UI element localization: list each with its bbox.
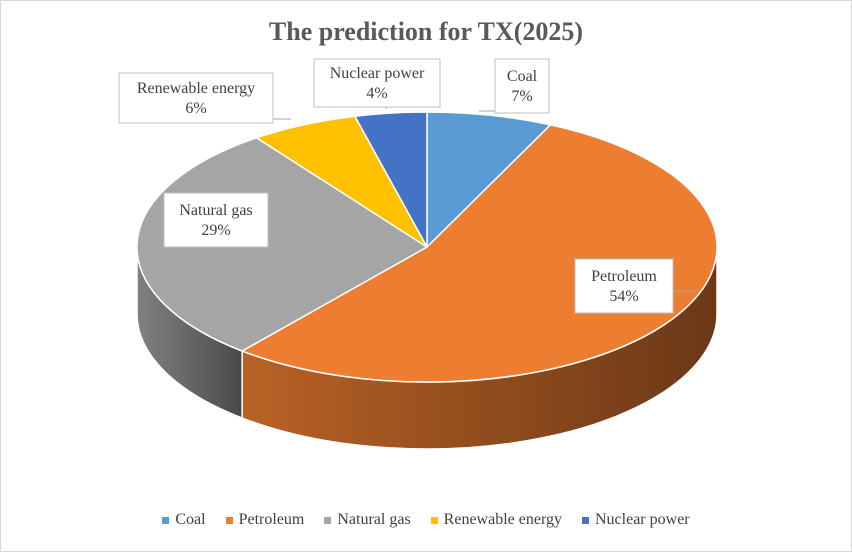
legend-item-natural-gas: Natural gas bbox=[324, 511, 411, 529]
pie-slice-coal[interactable] bbox=[426, 111, 552, 249]
pie-chart: Coal 7% Petroleum 54% Natural gas 29% Renewabl… bbox=[118, 58, 718, 450]
data-label-box-coal bbox=[494, 58, 550, 114]
pie-slices bbox=[136, 111, 718, 383]
data-label-value-renewable-energy: 6% bbox=[185, 100, 206, 117]
data-label-category-renewable-energy: Renewable energy bbox=[137, 80, 255, 97]
legend-item-renewable-energy: Renewable energy bbox=[430, 511, 562, 529]
legend-item-nuclear-power: Nuclear power bbox=[582, 511, 690, 529]
data-labels: Coal 7% Petroleum 54% Natural gas 29% Renewabl… bbox=[118, 58, 698, 314]
legend-item-petroleum: Petroleum bbox=[225, 511, 305, 529]
legend-label-natural-gas: Natural gas bbox=[337, 511, 411, 528]
pie-slice-petroleum[interactable] bbox=[240, 124, 718, 383]
data-label-category-petroleum: Petroleum bbox=[591, 268, 657, 285]
data-label-category-coal: Coal bbox=[507, 68, 538, 85]
chart-title: The prediction for TX(2025) bbox=[268, 17, 584, 46]
data-label-box-petroleum bbox=[574, 258, 674, 314]
legend-item-coal: Coal bbox=[162, 511, 206, 529]
pie-slice-natural-gas[interactable] bbox=[136, 136, 429, 352]
legend-label-renewable-energy: Renewable energy bbox=[443, 511, 562, 528]
data-label-category-natural-gas: Natural gas bbox=[179, 202, 252, 219]
legend-swatch-coal bbox=[162, 516, 170, 524]
data-label-value-nuclear-power: 4% bbox=[366, 85, 387, 102]
data-label-value-petroleum: 54% bbox=[609, 288, 638, 305]
legend-label-nuclear-power: Nuclear power bbox=[595, 511, 690, 528]
data-label-box-natural-gas bbox=[163, 192, 269, 248]
data-label-box-nuclear-power bbox=[313, 58, 441, 108]
legend-label-petroleum: Petroleum bbox=[238, 511, 305, 528]
data-label-box-renewable-energy bbox=[118, 72, 274, 124]
pie-slice-nuclear-power[interactable] bbox=[353, 111, 428, 248]
data-label-category-nuclear-power: Nuclear power bbox=[330, 65, 425, 82]
legend-swatch-nuclear-power bbox=[582, 516, 589, 524]
legend-label-coal: Coal bbox=[175, 511, 206, 528]
legend-swatch-petroleum bbox=[225, 516, 233, 524]
legend-swatch-renewable-energy bbox=[430, 516, 438, 524]
data-label-value-coal: 7% bbox=[511, 88, 532, 105]
data-label-value-natural-gas: 29% bbox=[201, 222, 230, 239]
chart-legend: Coal Petroleum Natural gas Renewable energy… bbox=[1, 511, 851, 529]
legend-swatch-natural-gas bbox=[324, 516, 332, 524]
